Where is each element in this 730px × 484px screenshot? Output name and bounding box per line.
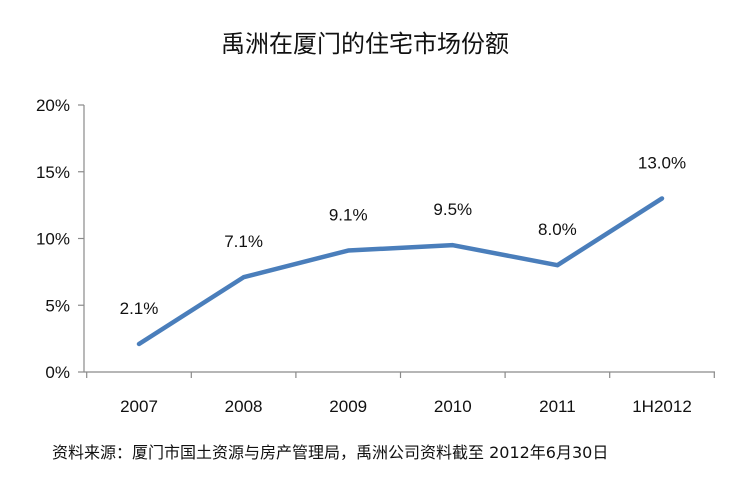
y-axis-ticks: 0% 5% 10% 15% 20% [36,96,84,382]
x-tick-label: 2007 [120,397,158,416]
data-point [242,275,246,279]
data-labels: 2.1% 7.1% 9.1% 9.5% 8.0% 13.0% [120,153,686,318]
data-point [346,249,350,253]
source-note: 资料来源：厦门市国土资源与房产管理局，禹洲公司资料截至 2012年6月30日 [52,443,609,462]
data-point [660,196,664,200]
y-tick-label: 15% [36,163,70,182]
data-point [137,342,141,346]
data-point [555,263,559,267]
chart-title: 禹洲在厦门的住宅市场份额 [221,30,509,58]
x-tick-label: 2011 [539,397,576,416]
data-point [451,243,455,247]
data-label: 7.1% [224,232,263,251]
x-tick-label: 2010 [434,397,472,416]
series-group [136,196,665,347]
x-tick-label: 2009 [329,397,367,416]
y-tick-label: 10% [36,230,70,249]
x-tick-label: 2008 [225,397,263,416]
series-line [136,196,665,347]
data-label: 13.0% [638,153,686,172]
y-tick-label: 0% [45,363,70,382]
y-tick-label: 5% [45,296,70,315]
data-label: 9.5% [433,200,472,219]
x-axis-ticks: 2007 2008 2009 2010 2011 1H2012 [86,372,715,416]
y-tick-label: 20% [36,96,70,115]
x-tick-label: 1H2012 [632,397,692,416]
data-label: 8.0% [538,220,577,239]
data-label: 2.1% [120,299,159,318]
data-label: 9.1% [329,206,368,225]
